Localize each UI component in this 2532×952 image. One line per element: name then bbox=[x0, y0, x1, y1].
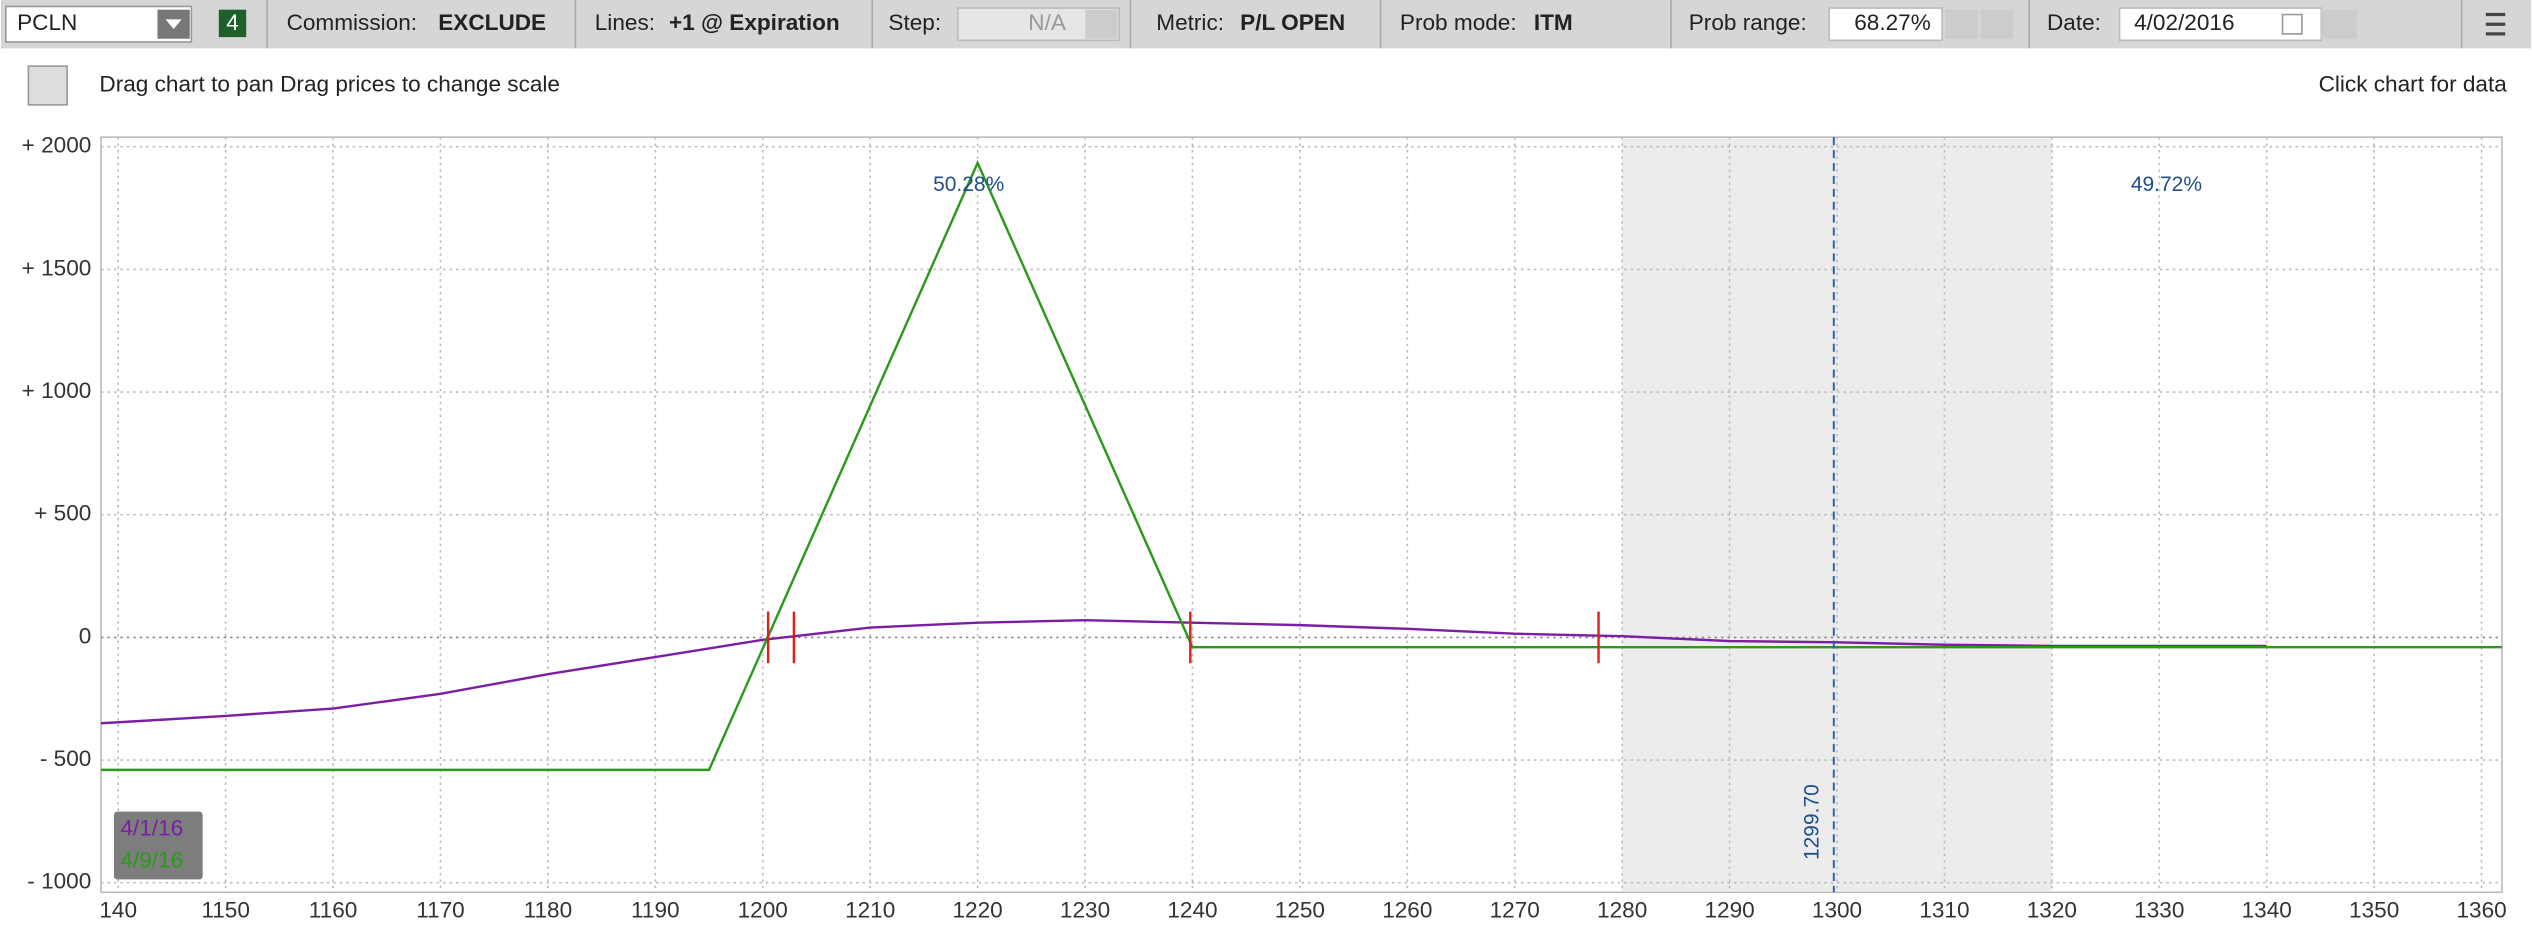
x-tick-label: 1180 bbox=[524, 898, 573, 923]
prob-range: 68.27% bbox=[1854, 10, 1931, 35]
legend-box bbox=[113, 811, 203, 880]
x-tick-label: 1250 bbox=[1275, 898, 1325, 923]
prob-range-spinner[interactable] bbox=[1945, 9, 1978, 39]
x-tick-label: 1280 bbox=[1597, 898, 1647, 923]
metric-label: Metric: bbox=[1156, 10, 1224, 35]
prob-range-dropdown[interactable] bbox=[1980, 9, 2014, 39]
y-tick-label: - 1000 bbox=[27, 869, 91, 894]
date: 4/02/2016 bbox=[2134, 10, 2234, 35]
chart-icon[interactable] bbox=[27, 65, 68, 106]
step-label: Step: bbox=[888, 10, 941, 35]
step-spinner[interactable] bbox=[1085, 9, 1118, 39]
calendar-icon[interactable] bbox=[2281, 13, 2303, 35]
x-tick-label: 1300 bbox=[1812, 898, 1862, 923]
x-tick-label: 1210 bbox=[845, 898, 895, 923]
x-tick-label: 1290 bbox=[1704, 898, 1754, 923]
y-tick-label: + 2000 bbox=[22, 133, 92, 158]
toolbar bbox=[0, 0, 2532, 49]
date-label: Date: bbox=[2047, 10, 2101, 35]
prob-label: 49.72% bbox=[2131, 173, 2202, 196]
hint-right: Click chart for data bbox=[2319, 71, 2508, 96]
symbol: PCLN bbox=[17, 10, 77, 35]
x-tick-label: 1190 bbox=[631, 898, 680, 923]
lines-label: Lines: bbox=[595, 10, 655, 35]
x-tick-label: 1200 bbox=[738, 898, 788, 923]
step: N/A bbox=[1028, 10, 1067, 35]
x-tick-label: 1320 bbox=[2027, 898, 2077, 923]
x-tick-label: 1240 bbox=[1167, 898, 1217, 923]
x-tick-label: 1220 bbox=[952, 898, 1002, 923]
dropdown-arrow bbox=[165, 19, 182, 30]
badge-box[interactable] bbox=[218, 9, 247, 38]
badge: 4 bbox=[226, 10, 239, 35]
date-spinner[interactable] bbox=[2321, 9, 2357, 39]
x-tick-label: 1330 bbox=[2134, 898, 2184, 923]
x-tick-label: 1310 bbox=[1919, 898, 1969, 923]
x-tick-label: 1360 bbox=[2456, 898, 2506, 923]
metric[interactable]: P/L OPEN bbox=[1240, 10, 1345, 35]
plot: 140 1150 1160 1170 1180 1190 1200 1210 1220 1230 1… bbox=[22, 133, 2507, 923]
y-tick-label: 0 bbox=[79, 623, 92, 648]
x-tick-label: 1270 bbox=[1490, 898, 1540, 923]
legend-entry: 4/9/16 bbox=[120, 848, 183, 873]
y-tick-label: + 1000 bbox=[22, 378, 92, 403]
prob-range-label: Prob range: bbox=[1689, 10, 1807, 35]
x-tick-label: 1350 bbox=[2349, 898, 2399, 923]
x-tick-label: 1170 bbox=[416, 898, 465, 923]
commission-label: Commission: bbox=[287, 10, 417, 35]
x-tick-label: 1260 bbox=[1382, 898, 1432, 923]
x-tick-label: 1150 bbox=[201, 898, 250, 923]
menu-icon[interactable] bbox=[2485, 12, 2506, 36]
series-line bbox=[101, 159, 2502, 772]
legend-entry: 4/1/16 bbox=[120, 815, 183, 840]
y-tick-label: + 500 bbox=[34, 501, 91, 526]
y-tick-label: + 1500 bbox=[22, 255, 92, 280]
prob-mode-label: Prob mode: bbox=[1400, 10, 1517, 35]
x-tick-label: 1160 bbox=[309, 898, 358, 923]
price-label: 1299.70 bbox=[1800, 784, 1823, 860]
lines[interactable]: +1 @ Expiration bbox=[669, 10, 840, 35]
x-tick-label: 1340 bbox=[2242, 898, 2292, 923]
prob-mode[interactable]: ITM bbox=[1534, 10, 1573, 35]
commission[interactable]: EXCLUDE bbox=[438, 10, 546, 35]
y-tick-label: - 500 bbox=[40, 746, 91, 771]
prob-label: 50.28% bbox=[933, 173, 1004, 196]
prob-range-field[interactable] bbox=[1828, 7, 1943, 42]
hint: Drag chart to pan Drag prices to change … bbox=[99, 71, 560, 96]
series-line bbox=[100, 619, 2267, 725]
x-tick-label: 140 bbox=[99, 898, 137, 923]
x-tick-label: 1230 bbox=[1060, 898, 1110, 923]
